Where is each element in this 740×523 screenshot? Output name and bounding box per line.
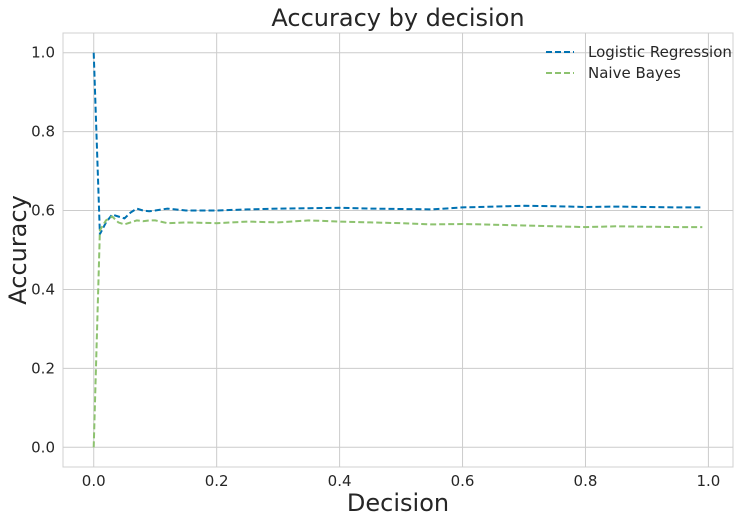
grid (63, 33, 733, 467)
x-tick-label: 1.0 (696, 472, 720, 490)
y-tick-label: 0.0 (31, 438, 55, 456)
x-tick-label: 0.2 (205, 472, 229, 490)
y-axis-label: Accuracy (4, 195, 32, 305)
y-tick-label: 0.8 (31, 123, 55, 141)
x-tick-label: 0.8 (574, 472, 598, 490)
x-tick-label: 0.0 (82, 472, 106, 490)
plot-area (62, 32, 734, 468)
legend-label: Naive Bayes (588, 64, 681, 82)
legend-label: Logistic Regression (588, 43, 732, 61)
y-tick-label: 0.4 (31, 280, 55, 298)
y-tick-label: 1.0 (31, 44, 55, 62)
series-lines (92, 52, 703, 448)
x-axis-label: Decision (347, 489, 449, 517)
series-line-naive-bayes (92, 215, 703, 448)
x-tick-label: 0.6 (451, 472, 475, 490)
y-tick-label: 0.6 (31, 202, 55, 220)
x-ticks: 0.0 0.2 0.4 0.6 0.8 1.0 (82, 472, 721, 490)
x-tick-label: 0.4 (328, 472, 352, 490)
y-ticks: 0.0 0.2 0.4 0.6 0.8 1.0 (31, 44, 55, 457)
chart-title: Accuracy by decision (271, 4, 524, 32)
y-tick-label: 0.2 (31, 359, 55, 377)
legend: Logistic Regression Naive Bayes (546, 43, 732, 82)
series-line-logistic-regression (92, 52, 703, 239)
